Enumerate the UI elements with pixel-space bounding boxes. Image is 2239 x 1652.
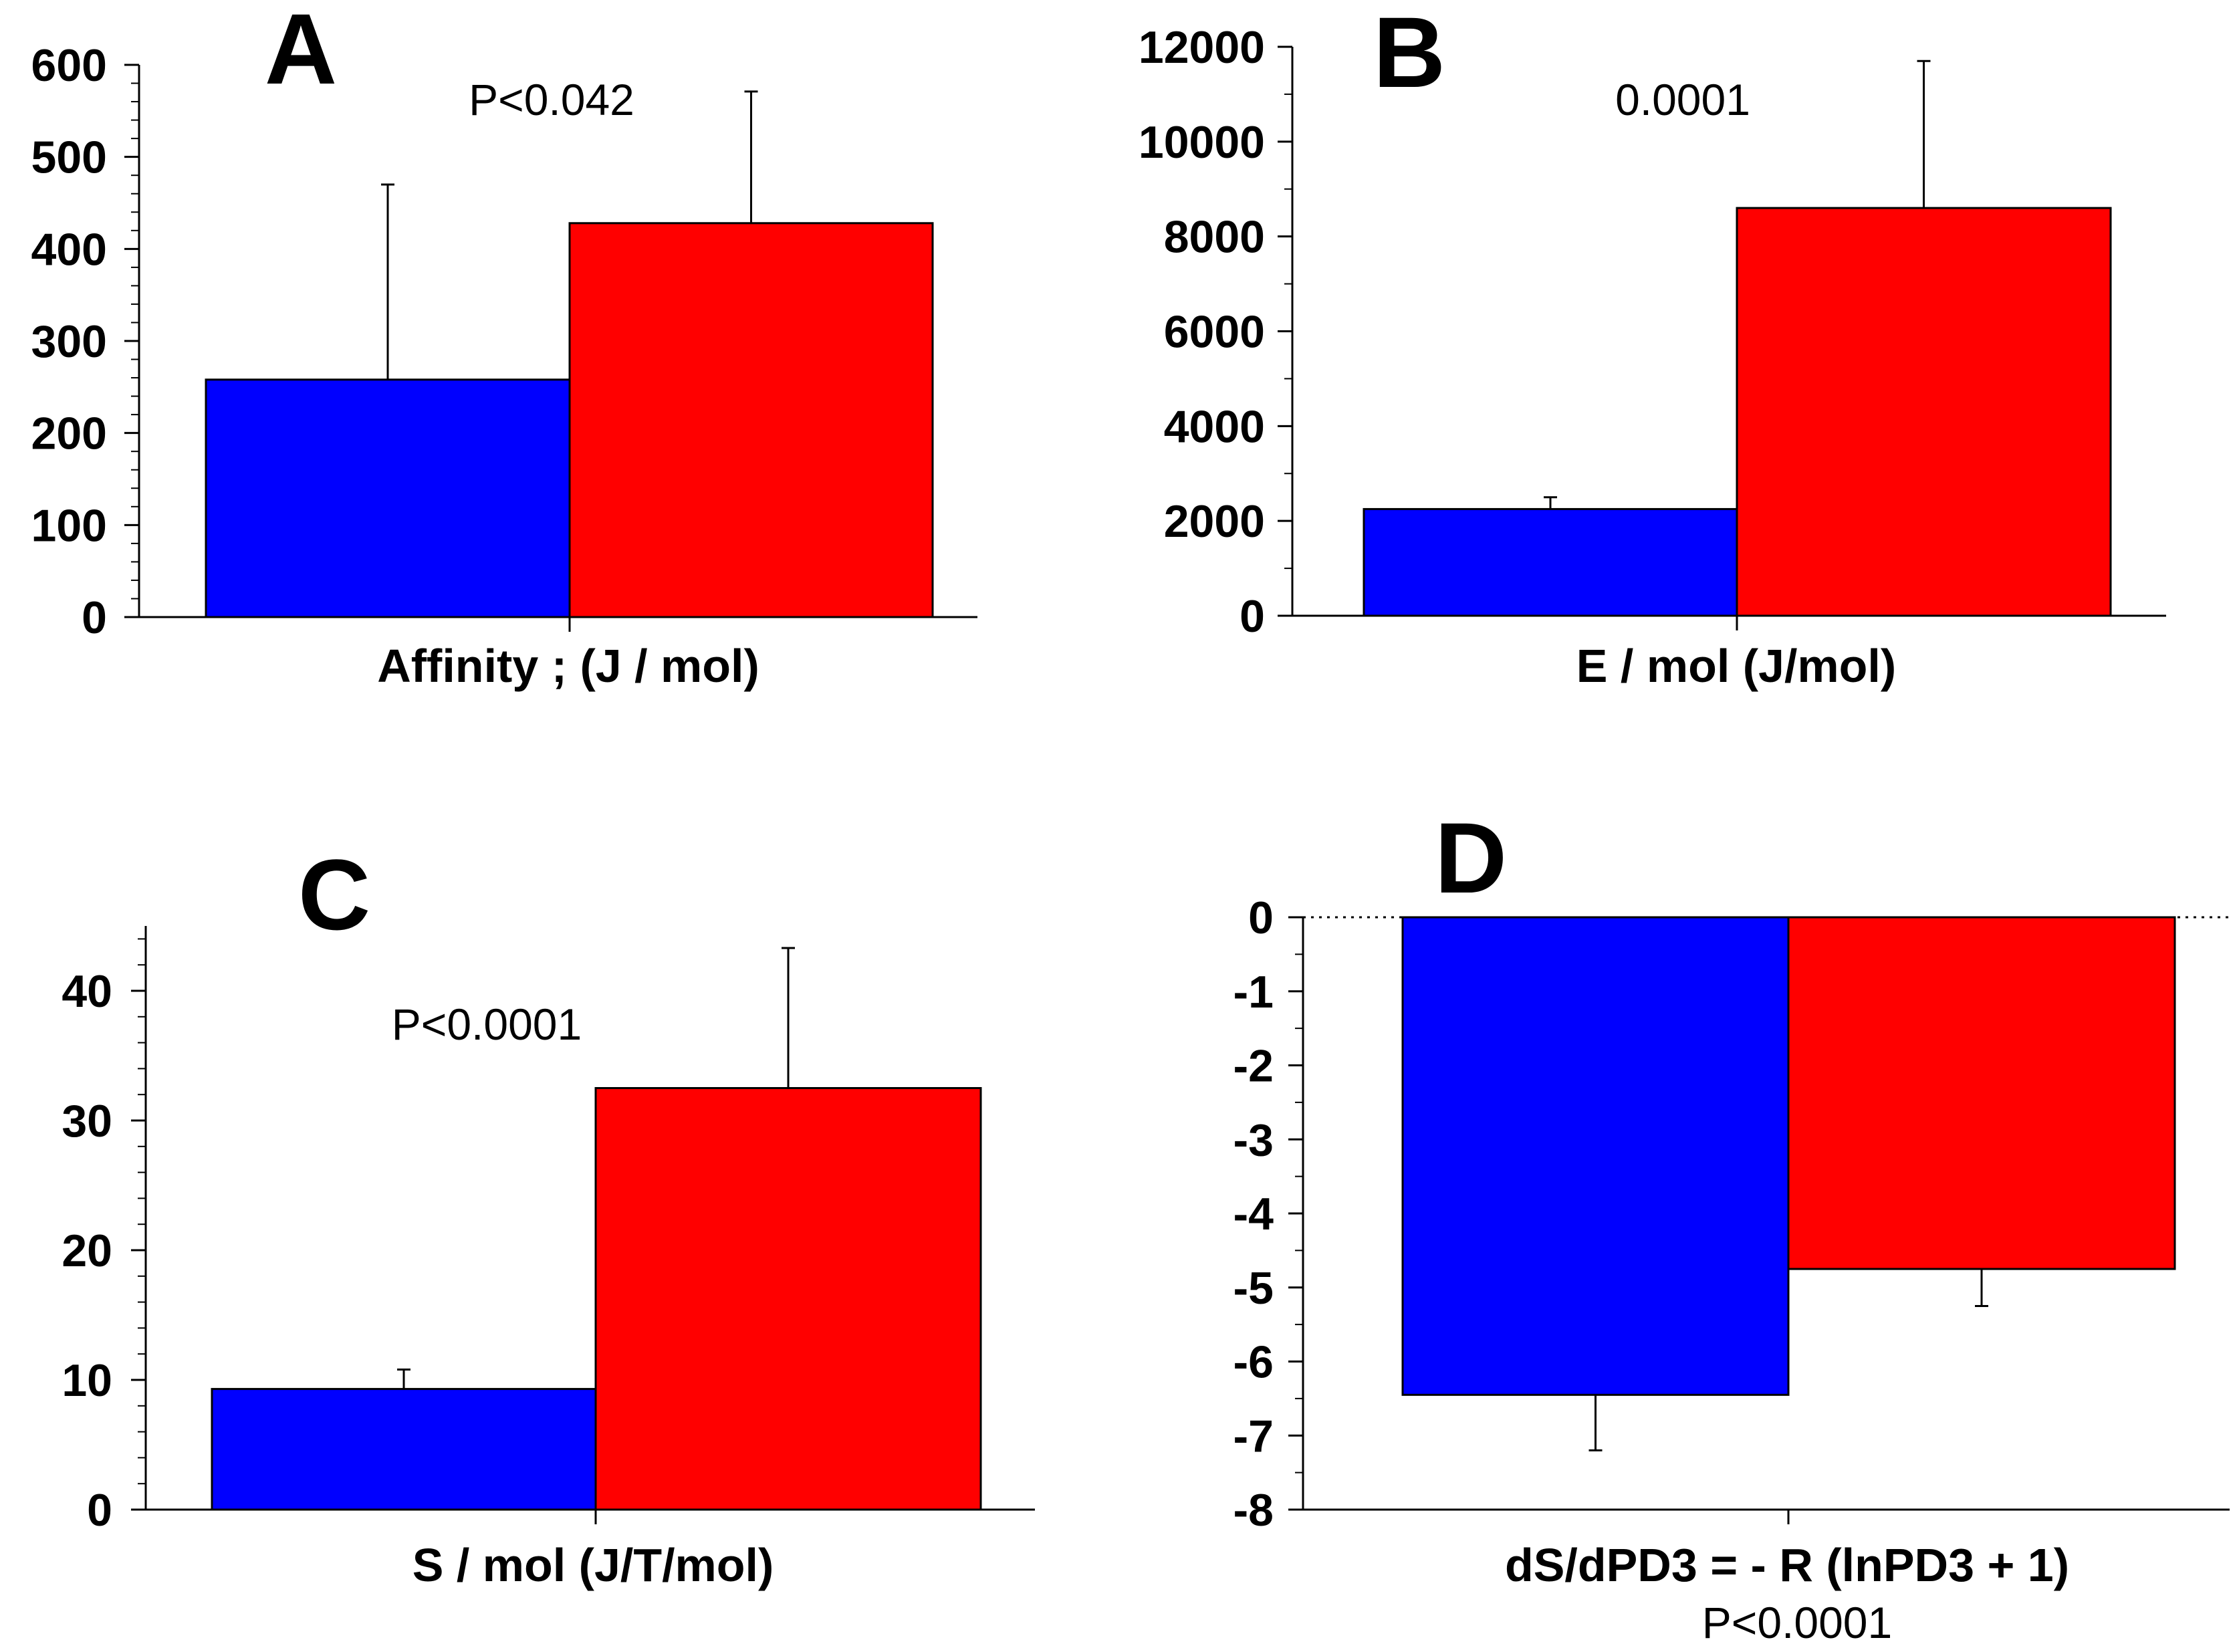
panel-a: A P<0.042 Affinity ; (J / mol) 0 100 200 30… xyxy=(31,0,977,692)
panel-a-letter: A xyxy=(265,0,337,105)
panel-d-y-tick-label: -7 xyxy=(1233,1411,1274,1461)
panel-a-y-tick-label: 0 xyxy=(82,592,107,643)
panel-b-letter: B xyxy=(1373,0,1445,108)
panel-b: B 0.0001 E / mol (J/mol) 0 2000 4000 6000 80… xyxy=(1139,0,2166,692)
panel-d-y-tick-label: -5 xyxy=(1233,1263,1274,1314)
panel-a-pvalue: P<0.042 xyxy=(469,75,634,124)
panel-d-y-tick-label: -8 xyxy=(1233,1485,1274,1536)
panel-b-y-tick-label: 8000 xyxy=(1164,212,1265,263)
panel-d-y-tick-label: -2 xyxy=(1233,1041,1274,1092)
panel-b-x-axis-title: E / mol (J/mol) xyxy=(1576,640,1896,692)
panel-b-y-tick-label: 2000 xyxy=(1164,496,1265,547)
panel-b-y-tick-label: 12000 xyxy=(1139,22,1265,73)
panel-a-y-tick-label: 200 xyxy=(31,408,107,459)
panel-c-pvalue: P<0.0001 xyxy=(392,999,582,1049)
panel-d-y-tick-label: -1 xyxy=(1233,967,1274,1018)
panel-c-letter: C xyxy=(298,838,370,951)
panel-b-y-tick-label: 10000 xyxy=(1139,117,1265,168)
panel-a-y-tick-label: 400 xyxy=(31,224,107,275)
panel-b-y-tick-label: 6000 xyxy=(1164,307,1265,358)
panel-d-y-tick-label: -6 xyxy=(1233,1337,1274,1388)
panel-c-y-tick-label: 40 xyxy=(62,966,112,1017)
panel-a-bar-2 xyxy=(568,222,934,618)
panel-d-letter: D xyxy=(1435,802,1507,914)
panel-d-y-tick-label: -4 xyxy=(1233,1189,1274,1240)
panel-c-bar-2 xyxy=(594,1087,982,1511)
panel-c: C P<0.0001 S / mol (J/T/mol) 0 10 20 30 40 xyxy=(62,838,1035,1591)
panel-b-bar-1 xyxy=(1363,507,1738,617)
panel-c-x-axis-title: S / mol (J/T/mol) xyxy=(413,1539,774,1591)
panel-a-y-tick-label: 300 xyxy=(31,316,107,367)
panel-b-pvalue: 0.0001 xyxy=(1615,75,1750,124)
panel-d-x-axis-title: dS/dPD3 = - R (lnPD3 + 1) xyxy=(1505,1539,2069,1591)
panel-c-bar-1 xyxy=(211,1388,597,1511)
panel-d-pvalue: P<0.0001 xyxy=(1702,1598,1892,1647)
panel-a-bar-1 xyxy=(205,378,571,618)
panel-c-y-tick-label: 20 xyxy=(62,1225,112,1276)
panel-a-y-tick-label: 600 xyxy=(31,40,107,91)
panel-c-y-tick-label: 30 xyxy=(62,1096,112,1147)
panel-b-y-tick-label: 4000 xyxy=(1164,401,1265,452)
panel-c-y-tick-label: 0 xyxy=(87,1485,112,1536)
panel-d-y-tick-label: 0 xyxy=(1248,893,1274,943)
panel-a-y-tick-label: 500 xyxy=(31,132,107,183)
panel-d: D dS/dPD3 = - R (lnPD3 + 1) P<0.0001 0 -1… xyxy=(1233,802,2230,1647)
panel-d-bar-2 xyxy=(1787,916,2176,1270)
panel-b-y-tick-label: 0 xyxy=(1240,591,1265,642)
panel-d-bar-1 xyxy=(1401,916,1790,1396)
panel-c-y-tick-label: 10 xyxy=(62,1355,112,1406)
panel-d-y-tick-label: -3 xyxy=(1233,1114,1274,1165)
panel-a-y-tick-label: 100 xyxy=(31,500,107,551)
panel-a-x-axis-title: Affinity ; (J / mol) xyxy=(377,640,759,692)
panel-b-bar-2 xyxy=(1736,207,2112,617)
